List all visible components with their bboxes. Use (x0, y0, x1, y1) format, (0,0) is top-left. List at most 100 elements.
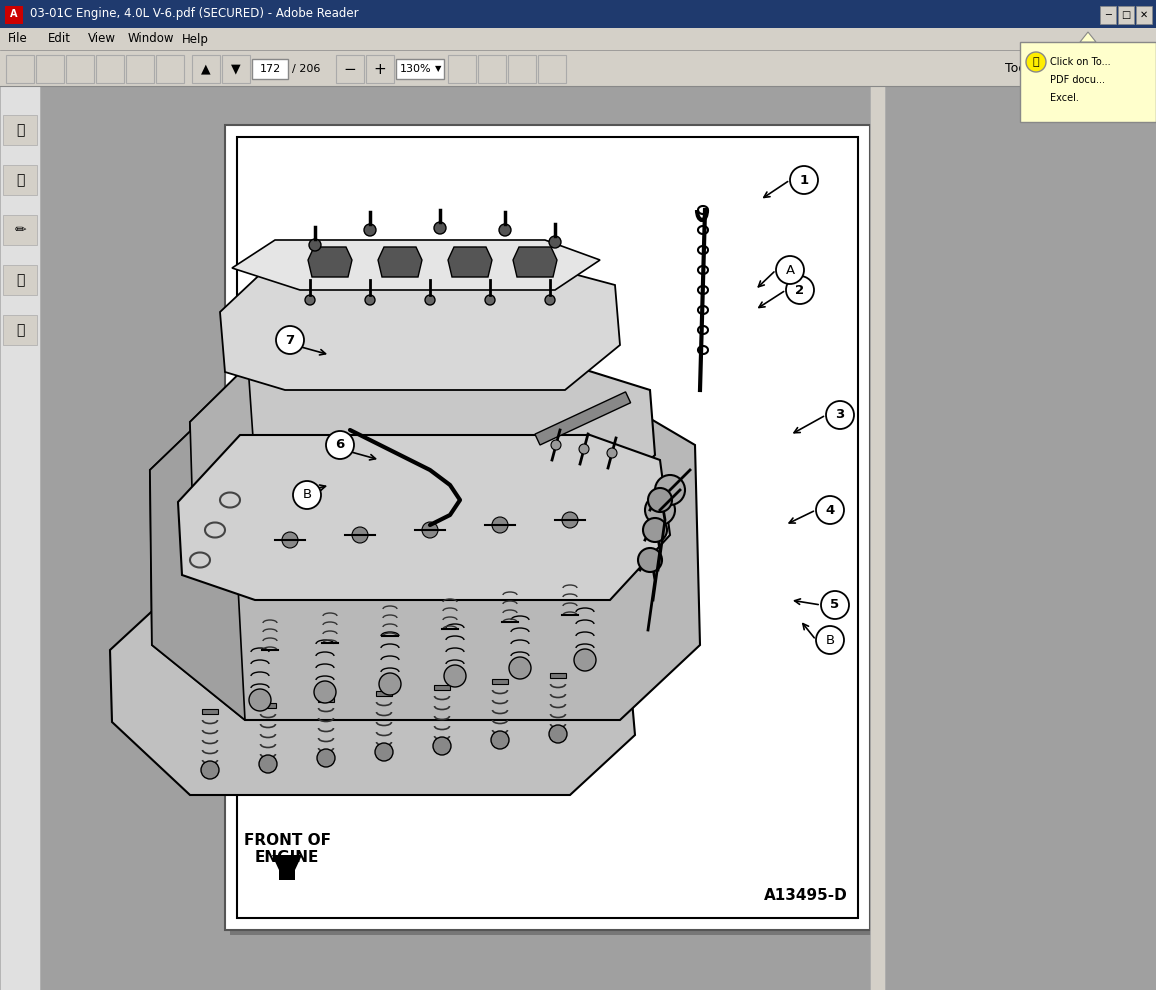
Circle shape (827, 401, 854, 429)
Text: PDF docu...: PDF docu... (1050, 75, 1105, 85)
Bar (0, 86, 40, 990)
Bar (550, 673, 566, 678)
Text: 130%: 130% (400, 64, 432, 74)
Bar (225, 125, 870, 930)
Polygon shape (378, 247, 422, 277)
Bar (318, 697, 334, 702)
Circle shape (643, 518, 667, 542)
Bar (96, 55, 124, 83)
Polygon shape (178, 435, 670, 600)
Text: 7: 7 (286, 334, 295, 346)
Circle shape (351, 527, 368, 543)
Bar (222, 55, 250, 83)
Bar (477, 55, 506, 83)
Text: Window: Window (128, 33, 175, 46)
Circle shape (292, 481, 321, 509)
Text: 💡: 💡 (1032, 57, 1039, 67)
Polygon shape (150, 395, 701, 720)
Circle shape (776, 256, 805, 284)
Polygon shape (1080, 32, 1096, 42)
Bar (366, 55, 394, 83)
Text: 📄: 📄 (16, 173, 24, 187)
Bar (3, 265, 37, 295)
Bar (260, 703, 276, 708)
Circle shape (491, 731, 509, 749)
Text: Click on To...: Click on To... (1050, 57, 1111, 67)
Circle shape (326, 431, 354, 459)
Circle shape (575, 649, 596, 671)
Text: −: − (343, 61, 356, 76)
Bar (252, 59, 288, 79)
Text: Help: Help (181, 33, 209, 46)
Text: A13495-D: A13495-D (764, 888, 849, 903)
Text: Tools: Tools (1005, 61, 1036, 74)
Circle shape (282, 532, 298, 548)
Circle shape (499, 224, 511, 236)
Circle shape (425, 295, 435, 305)
Bar (870, 86, 885, 990)
Text: ▼: ▼ (435, 64, 442, 73)
Bar (492, 679, 507, 684)
Polygon shape (307, 247, 351, 277)
Polygon shape (150, 395, 245, 720)
Bar (3, 215, 37, 245)
Bar (3, 165, 37, 195)
Text: Sig: Sig (1075, 61, 1095, 74)
Text: 📎: 📎 (16, 273, 24, 287)
Circle shape (317, 749, 335, 767)
Circle shape (607, 448, 617, 458)
Text: Edit: Edit (49, 33, 71, 46)
Bar (376, 691, 392, 696)
Bar (230, 130, 875, 935)
Bar (3, 115, 37, 145)
Text: A: A (10, 9, 17, 19)
Text: ✏: ✏ (14, 223, 25, 237)
Circle shape (486, 295, 495, 305)
Circle shape (276, 326, 304, 354)
Bar (449, 55, 476, 83)
Circle shape (249, 689, 271, 711)
Text: 4: 4 (825, 504, 835, 517)
Circle shape (790, 166, 818, 194)
Bar (434, 685, 450, 690)
Circle shape (492, 517, 507, 533)
Circle shape (551, 440, 561, 450)
Text: 6: 6 (335, 439, 344, 451)
Bar (538, 55, 566, 83)
Circle shape (434, 222, 446, 234)
Polygon shape (220, 265, 620, 390)
Circle shape (259, 755, 277, 773)
Bar (3, 315, 37, 345)
Circle shape (549, 725, 566, 743)
Bar (336, 55, 364, 83)
Polygon shape (232, 240, 600, 290)
Text: 5: 5 (830, 599, 839, 612)
Bar (66, 55, 94, 83)
Text: ▲: ▲ (201, 62, 210, 75)
Circle shape (314, 681, 336, 703)
Circle shape (1027, 52, 1046, 72)
Text: B: B (825, 634, 835, 646)
Circle shape (816, 626, 844, 654)
Bar (1101, 6, 1116, 24)
Circle shape (816, 496, 844, 524)
Text: 3: 3 (836, 409, 845, 422)
Text: ▼: ▼ (231, 62, 240, 75)
Circle shape (562, 512, 578, 528)
Circle shape (655, 475, 686, 505)
Circle shape (638, 548, 662, 572)
Bar (202, 709, 218, 714)
Text: 1: 1 (800, 173, 808, 186)
Text: 2: 2 (795, 283, 805, 296)
Bar (1020, 42, 1156, 122)
Circle shape (649, 488, 672, 512)
Circle shape (364, 224, 376, 236)
Circle shape (579, 444, 590, 454)
Polygon shape (190, 365, 655, 510)
Bar (36, 55, 64, 83)
Text: View: View (88, 33, 116, 46)
Text: Excel.: Excel. (1050, 93, 1079, 103)
Text: +: + (373, 61, 386, 76)
Text: 🔒: 🔒 (16, 123, 24, 137)
Polygon shape (513, 247, 557, 277)
